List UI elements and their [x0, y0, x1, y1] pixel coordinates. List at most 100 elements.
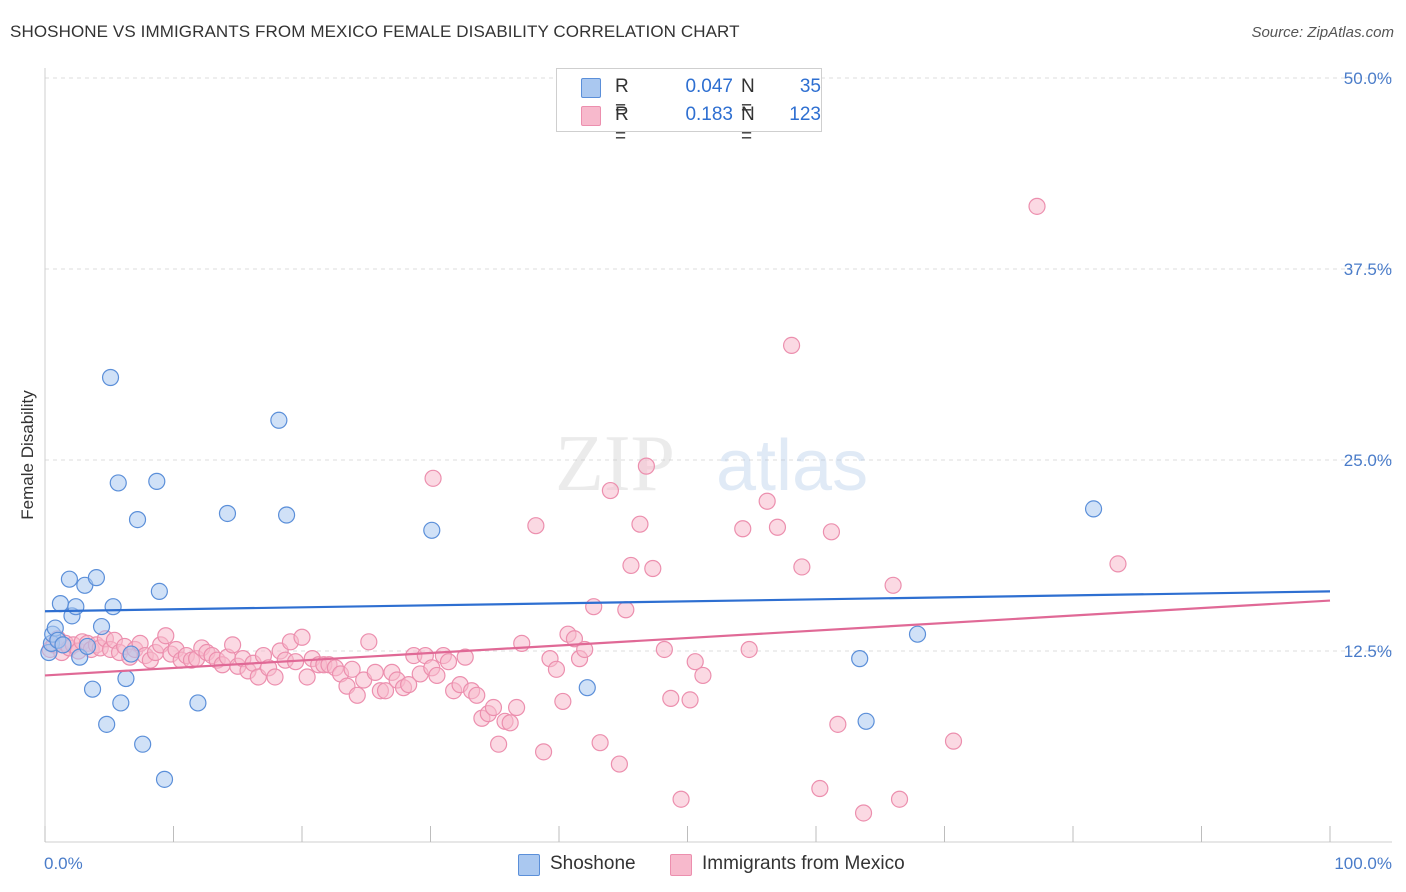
data-point [60, 570, 79, 588]
data-point [1028, 197, 1046, 215]
x-tick-label-max: 100.0% [1334, 854, 1392, 873]
legend: R = 0.047 N = 35 R = 0.183 N = 123 [556, 68, 822, 147]
watermark: ZIP atlas [555, 420, 868, 508]
data-point [758, 492, 776, 510]
data-point [128, 510, 147, 529]
data-point [224, 636, 242, 654]
data-point [484, 698, 503, 717]
data-point [218, 504, 237, 523]
data-point [811, 779, 829, 798]
data-point [527, 517, 545, 535]
legend-n-label: N = [741, 104, 755, 147]
bottom-legend-label: Immigrants from Mexico [702, 853, 905, 874]
data-point [490, 735, 508, 753]
data-point [854, 804, 873, 822]
y-tick-label: 50.0% [1344, 69, 1392, 88]
data-point [54, 636, 72, 654]
legend-r-value: 0.183 [685, 104, 733, 125]
data-point [109, 474, 127, 492]
data-point [578, 679, 596, 697]
data-point [547, 660, 566, 678]
data-point [501, 714, 519, 732]
data-point [617, 601, 635, 619]
data-point [782, 336, 801, 354]
trend-line [44, 599, 1331, 677]
data-point [428, 666, 446, 685]
legend-swatch-shoshone [581, 78, 601, 98]
data-point [78, 637, 97, 656]
data-point [829, 715, 847, 733]
legend-swatch-mexico [581, 106, 601, 126]
data-point [734, 520, 752, 538]
data-point [439, 653, 458, 671]
data-point [150, 582, 168, 601]
data-point [98, 715, 116, 733]
data-point [944, 732, 963, 750]
data-point [565, 630, 584, 648]
data-point [400, 676, 418, 694]
data-point [298, 668, 316, 686]
data-point [122, 645, 140, 663]
legend-r-value: 0.047 [685, 76, 733, 97]
data-point [92, 617, 111, 636]
y-tick-label: 12.5% [1344, 642, 1392, 661]
trend-line [44, 590, 1331, 613]
data-point [270, 411, 288, 429]
x-tick-label-min: 0.0% [44, 854, 83, 873]
data-point [672, 790, 690, 808]
data-point [740, 640, 758, 659]
data-point [117, 669, 135, 688]
watermark-atlas: atlas [716, 426, 868, 506]
data-point [576, 640, 594, 659]
y-tick-label: 37.5% [1344, 260, 1392, 279]
data-point [155, 770, 174, 788]
data-point [87, 569, 106, 587]
legend-n-value: 35 [799, 76, 821, 97]
data-point [293, 628, 311, 646]
data-point [681, 691, 699, 709]
data-point [277, 506, 296, 524]
data-point [376, 682, 395, 700]
data-point [157, 627, 175, 645]
data-point [857, 712, 875, 730]
legend-n-value: 123 [789, 104, 821, 125]
bottom-legend-swatch-mexico [670, 854, 692, 876]
y-axis-label: Female Disability [18, 390, 37, 520]
data-point [622, 556, 640, 575]
legend-r-label: R = [615, 104, 629, 147]
data-point [768, 518, 787, 536]
data-point [890, 790, 909, 808]
data-point [1084, 500, 1103, 518]
data-point [686, 653, 704, 671]
data-point [348, 686, 366, 704]
data-point [637, 457, 655, 475]
grid-lines [45, 77, 1392, 652]
data-point [104, 598, 122, 616]
data-point [456, 648, 474, 666]
legend-n-label: N = [741, 76, 755, 119]
data-point [189, 694, 207, 712]
data-point [424, 469, 442, 487]
data-point [662, 689, 680, 707]
data-point [631, 515, 649, 533]
series-shoshone [40, 368, 1103, 788]
axes [44, 68, 1392, 843]
data-point [793, 558, 811, 576]
data-point [694, 666, 712, 685]
data-point [134, 735, 152, 753]
data-point [601, 481, 620, 500]
data-point [51, 595, 70, 613]
data-point [67, 598, 85, 616]
data-point [366, 663, 384, 681]
data-point [1109, 555, 1127, 573]
series-immigrants-from-mexico [41, 197, 1127, 822]
chart-title: SHOSHONE VS IMMIGRANTS FROM MEXICO FEMAL… [10, 22, 740, 41]
data-point [507, 698, 526, 717]
y-tick-label: 25.0% [1344, 451, 1392, 470]
data-point [610, 755, 628, 773]
data-point [851, 650, 869, 668]
data-point [360, 633, 378, 651]
data-point [266, 668, 284, 686]
data-point [83, 680, 102, 698]
